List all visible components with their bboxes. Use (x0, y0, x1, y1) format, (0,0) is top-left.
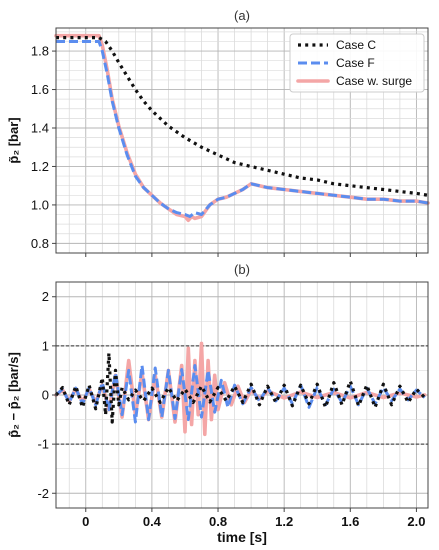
panel-b-series (54, 341, 427, 437)
y-tick-label: 1.0 (31, 197, 49, 212)
y-tick-label: 1 (42, 338, 49, 353)
y-tick-label: 0 (42, 388, 49, 403)
panel-a-x-ticks (85, 253, 417, 257)
x-tick-label: 0 (82, 514, 89, 529)
x-tick-label: 1.6 (341, 514, 359, 529)
panel-a: (a) p̃₂ [bar] 0.81.01.21.41.61.8 Case CC… (6, 8, 430, 257)
series-line-case-c (54, 351, 426, 424)
legend-label: Case C (336, 38, 376, 52)
panel-b-x-axis-label: time [s] (217, 529, 267, 545)
x-tick-label: 0.8 (209, 514, 227, 529)
panel-b-x-ticks: 0 0.4 0.8 1.2 1.6 2.0 (82, 508, 425, 529)
x-tick-label: 2.0 (407, 514, 425, 529)
x-tick-label: 0.4 (143, 514, 162, 529)
y-tick-label: 2 (42, 289, 49, 304)
y-tick-label: 1.4 (31, 121, 49, 136)
panel-b-y-axis-label: ṗ̃₂ − ṗ̄₂ [bar/s] (6, 352, 21, 438)
legend-label: Case w. surge (336, 74, 412, 88)
series-line-case-w-surge (54, 341, 427, 437)
series-line-case-f (55, 364, 426, 424)
panel-b-y-ticks: -2 -1 0 1 2 (37, 289, 56, 501)
panel-a-y-ticks: 0.8 1.0 1.2 1.4 1.6 1.8 (31, 44, 56, 251)
y-tick-label: -2 (37, 486, 49, 501)
y-tick-label: 1.8 (31, 44, 49, 59)
y-tick-label: 0.8 (31, 236, 49, 251)
x-tick-label: 1.2 (275, 514, 293, 529)
panel-b-title: (b) (234, 262, 250, 277)
panel-a-series (54, 33, 430, 223)
y-tick-label: -1 (37, 437, 49, 452)
series-line-case-c (56, 36, 429, 197)
y-tick-label: 1.2 (31, 159, 49, 174)
legend-label: Case F (336, 56, 375, 70)
y-tick-label: 1.6 (31, 82, 49, 97)
series-line-case-f (56, 40, 429, 218)
legend-box (289, 33, 425, 93)
panel-a-title: (a) (234, 8, 250, 23)
panel-a-legend: Case C Case F Case w. surge (289, 33, 425, 93)
panel-a-y-axis-label: p̃₂ [bar] (6, 117, 21, 163)
panel-b-reference-lines (56, 345, 428, 445)
panel-b: (b) ṗ̃₂ − ṗ̄₂ [bar/s] 0 0.4 0.8 1.2 1.6 2.0 -… (6, 262, 429, 545)
panel-a-frame (55, 27, 429, 254)
